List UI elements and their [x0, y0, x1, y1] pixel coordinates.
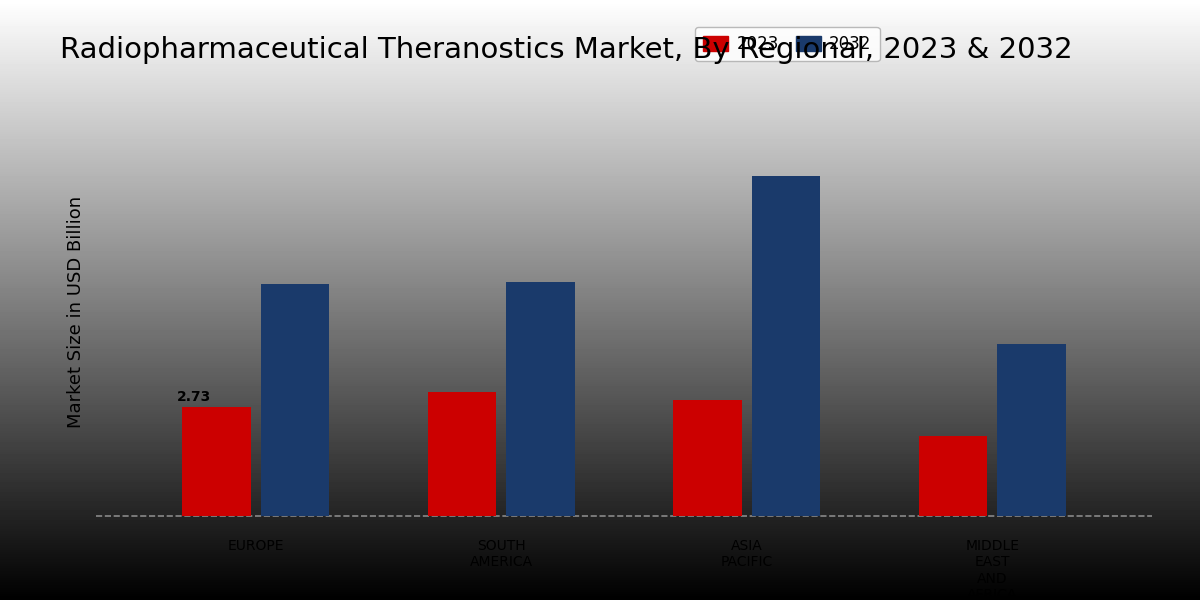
Text: 2.73: 2.73 [178, 389, 211, 404]
Bar [919, 436, 988, 516]
Bar [673, 400, 742, 516]
Bar [427, 392, 497, 516]
Bar [997, 344, 1066, 516]
Bar [182, 407, 251, 516]
Legend: 2023, 2032: 2023, 2032 [695, 26, 880, 61]
Bar [260, 284, 329, 516]
Bar [751, 176, 821, 516]
Text: Radiopharmaceutical Theranostics Market, By Regional, 2023 & 2032: Radiopharmaceutical Theranostics Market,… [60, 36, 1073, 64]
Y-axis label: Market Size in USD Billion: Market Size in USD Billion [67, 196, 85, 428]
Bar [506, 282, 575, 516]
